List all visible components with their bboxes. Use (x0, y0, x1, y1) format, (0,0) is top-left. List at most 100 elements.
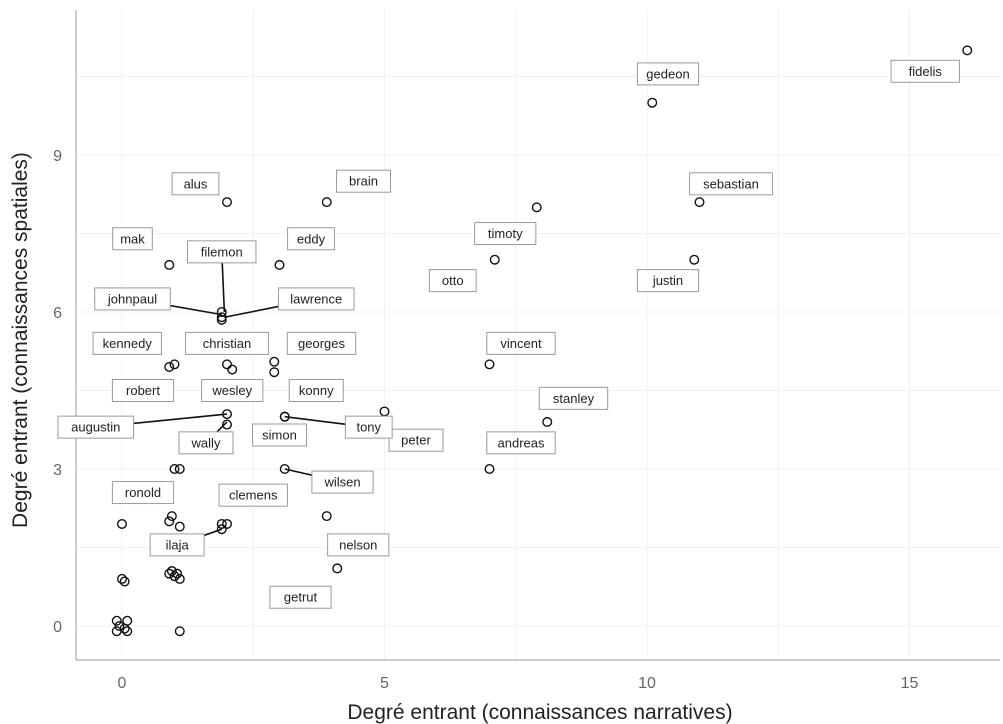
data-point (489, 254, 500, 265)
label-box (178, 431, 234, 455)
label-text: getrut (284, 590, 318, 605)
point-label: robert (111, 379, 175, 403)
label-box (277, 287, 355, 311)
label-text: augustin (71, 420, 120, 435)
point-label: tony (344, 415, 393, 439)
point-label: christian (185, 331, 269, 355)
label-box (286, 331, 357, 355)
data-point (166, 566, 177, 577)
data-point (116, 518, 127, 529)
label-text: georges (298, 336, 345, 351)
x-tick-labels: 0 5 10 15 (118, 675, 919, 692)
point-label: kennedy (92, 331, 162, 355)
y-tick-label: 6 (53, 305, 62, 322)
point-label: mak (112, 227, 153, 251)
label-box (201, 379, 264, 403)
data-point (694, 197, 705, 208)
label-box (94, 287, 171, 311)
label-box (269, 585, 332, 609)
data-point (174, 573, 185, 584)
label-text: mak (120, 231, 145, 246)
point-label: ilaja (149, 533, 205, 557)
label-box (486, 331, 556, 355)
data-point (689, 254, 700, 265)
data-point (484, 359, 495, 370)
label-box (185, 331, 269, 355)
data-point (164, 259, 175, 270)
label-box (474, 222, 537, 246)
point-labels: fidelis gedeon sebastian justin timoty otto vi… (57, 59, 960, 609)
label-text: stanley (553, 391, 595, 406)
data-point (216, 314, 227, 325)
data-point (169, 359, 180, 370)
label-text: konny (299, 383, 334, 398)
point-label: nelson (327, 533, 390, 557)
data-point (279, 411, 290, 422)
label-text: lawrence (290, 291, 342, 306)
data-point (172, 568, 183, 579)
data-point (114, 621, 125, 632)
label-text: wally (191, 435, 221, 450)
point-label: filemon (187, 240, 257, 264)
y-tick-label: 3 (53, 462, 62, 479)
data-point (174, 521, 185, 532)
point-label: georges (286, 331, 357, 355)
label-text: clemens (229, 488, 278, 503)
label-text: alus (184, 176, 208, 191)
label-text: justin (652, 273, 683, 288)
label-text: fidelis (909, 64, 943, 79)
label-text: otto (442, 273, 464, 288)
point-label: lawrence (277, 287, 355, 311)
label-text: robert (126, 383, 160, 398)
label-box (636, 269, 700, 293)
label-text: eddy (297, 231, 326, 246)
label-text: nelson (339, 537, 377, 552)
point-label: wesley (201, 379, 264, 403)
label-box (336, 169, 391, 193)
point-label: gedeon (636, 62, 700, 86)
label-text: wilsen (323, 475, 360, 490)
point-label: getrut (269, 585, 332, 609)
data-point (321, 511, 332, 522)
point-label: ronold (111, 481, 175, 505)
y-axis-title: Degré entrant (connaissances spatiales) (9, 152, 32, 528)
point-label: eddy (287, 227, 335, 251)
data-point (122, 626, 133, 637)
label-text: simon (262, 427, 297, 442)
x-tick-label: 10 (638, 675, 656, 692)
point-label: fidelis (890, 59, 960, 83)
data-point (174, 464, 185, 475)
point-label: wilsen (311, 470, 374, 494)
label-text: timoty (488, 226, 523, 241)
x-tick-label: 5 (380, 675, 389, 692)
data-point (116, 573, 127, 584)
label-text: andreas (498, 435, 545, 450)
point-label: brain (336, 169, 391, 193)
label-box (57, 415, 135, 439)
data-point (166, 511, 177, 522)
grid (76, 10, 1000, 660)
point-label: augustin (57, 415, 135, 439)
point-label: johnpaul (94, 287, 171, 311)
data-point (531, 202, 542, 213)
label-box (287, 227, 335, 251)
label-box (92, 331, 162, 355)
label-box (187, 240, 257, 264)
label-text: peter (401, 433, 431, 448)
label-box (252, 423, 307, 447)
point-label: konny (288, 379, 344, 403)
point-label: timoty (474, 222, 537, 246)
data-point (269, 356, 280, 367)
label-box (311, 470, 374, 494)
label-box (636, 62, 700, 86)
point-label: andreas (486, 431, 556, 455)
label-box (890, 59, 960, 83)
data-point (221, 409, 232, 420)
label-box (486, 431, 556, 455)
data-point (119, 623, 130, 634)
data-point (274, 259, 285, 270)
point-label: otto (428, 269, 477, 293)
label-box (111, 379, 175, 403)
